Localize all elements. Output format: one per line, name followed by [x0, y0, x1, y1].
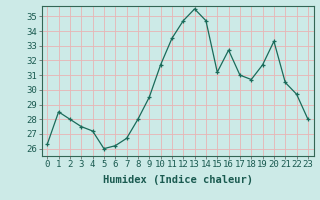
X-axis label: Humidex (Indice chaleur): Humidex (Indice chaleur): [103, 175, 252, 185]
